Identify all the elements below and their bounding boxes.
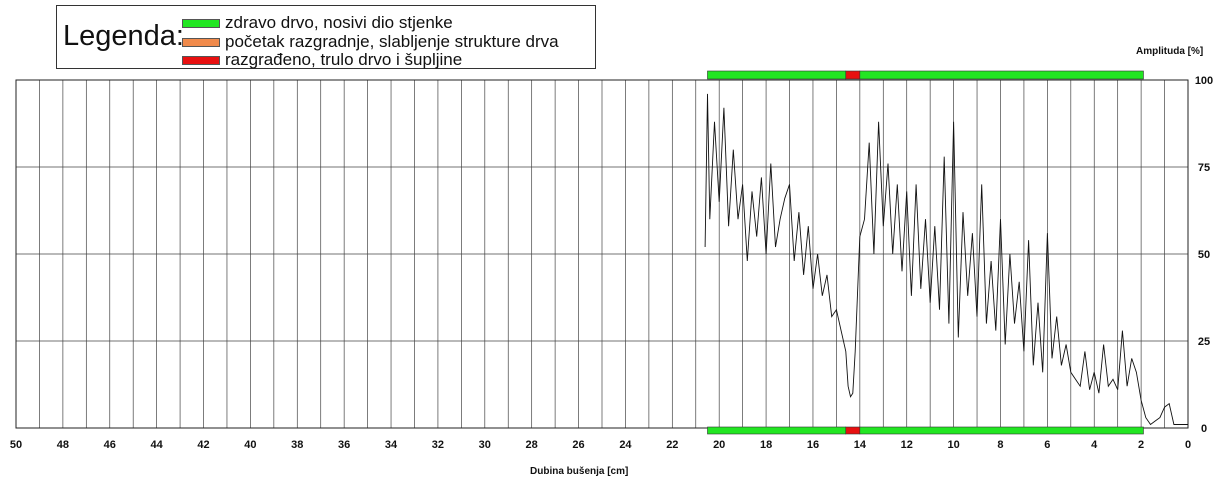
x-tick-label: 34 <box>385 439 398 451</box>
x-axis-title: Dubina bušenja [cm] <box>530 466 629 477</box>
x-tick-label: 36 <box>338 439 350 451</box>
x-tick-label: 4 <box>1091 439 1098 451</box>
legend-label-decayed: razgrađeno, trulo drvo i šupljine <box>225 50 463 69</box>
x-tick-label: 50 <box>10 439 22 451</box>
x-tick-label: 22 <box>666 439 678 451</box>
condition-bar-bottom-2 <box>859 426 1144 435</box>
x-tick-label: 12 <box>901 439 913 451</box>
legend-swatch-healthy <box>182 18 220 28</box>
x-tick-label: 28 <box>526 439 538 451</box>
condition-bar-top-2 <box>859 70 1144 80</box>
y-tick-label: 100 <box>1195 75 1213 87</box>
x-tick-label: 0 <box>1185 439 1191 451</box>
x-tick-label: 24 <box>619 439 632 451</box>
x-tick-label: 6 <box>1044 439 1050 451</box>
x-tick-label: 48 <box>57 439 69 451</box>
x-tick-label: 16 <box>807 439 819 451</box>
y-tick-label: 0 <box>1201 423 1207 435</box>
x-tick-label: 42 <box>197 439 209 451</box>
x-tick-label: 8 <box>997 439 1003 451</box>
y-tick-label: 25 <box>1198 336 1210 348</box>
x-tick-label: 30 <box>479 439 491 451</box>
legend: Legenda: zdravo drvo, nosivi dio stjenke… <box>56 5 596 69</box>
y-axis-title: Amplituda [%] <box>1136 46 1204 57</box>
x-tick-label: 40 <box>244 439 256 451</box>
amplitude-line-0 <box>704 93 1188 426</box>
x-tick-label: 44 <box>151 439 164 451</box>
x-tick-label: 32 <box>432 439 444 451</box>
legend-label-healthy: zdravo drvo, nosivi dio stjenke <box>225 13 453 32</box>
x-tick-label: 18 <box>760 439 772 451</box>
condition-bar-bottom-0 <box>707 426 847 435</box>
x-tick-label: 26 <box>572 439 584 451</box>
x-tick-label: 20 <box>713 439 725 451</box>
condition-bar-top-1 <box>845 70 861 80</box>
condition-bar-top-0 <box>707 70 847 80</box>
x-tick-label: 14 <box>854 439 867 451</box>
plot-frame <box>15 79 1189 429</box>
legend-item-healthy: zdravo drvo, nosivi dio stjenke <box>182 13 453 32</box>
y-tick-label: 50 <box>1198 249 1210 261</box>
x-tick-label: 2 <box>1138 439 1144 451</box>
y-tick-label: 75 <box>1198 162 1210 174</box>
x-tick-label: 38 <box>291 439 303 451</box>
x-tick-label: 46 <box>104 439 116 451</box>
legend-item-decay-start: početak razgradnje, slabljenje strukture… <box>182 32 559 51</box>
condition-bar-bottom-1 <box>845 426 861 435</box>
legend-item-decayed: razgrađeno, trulo drvo i šupljine <box>182 50 463 69</box>
legend-title: Legenda: <box>63 20 184 52</box>
legend-swatch-decayed <box>182 55 220 65</box>
legend-label-decay-start: početak razgradnje, slabljenje strukture… <box>225 32 559 51</box>
legend-swatch-decay-start <box>182 37 220 47</box>
x-tick-label: 10 <box>947 439 959 451</box>
